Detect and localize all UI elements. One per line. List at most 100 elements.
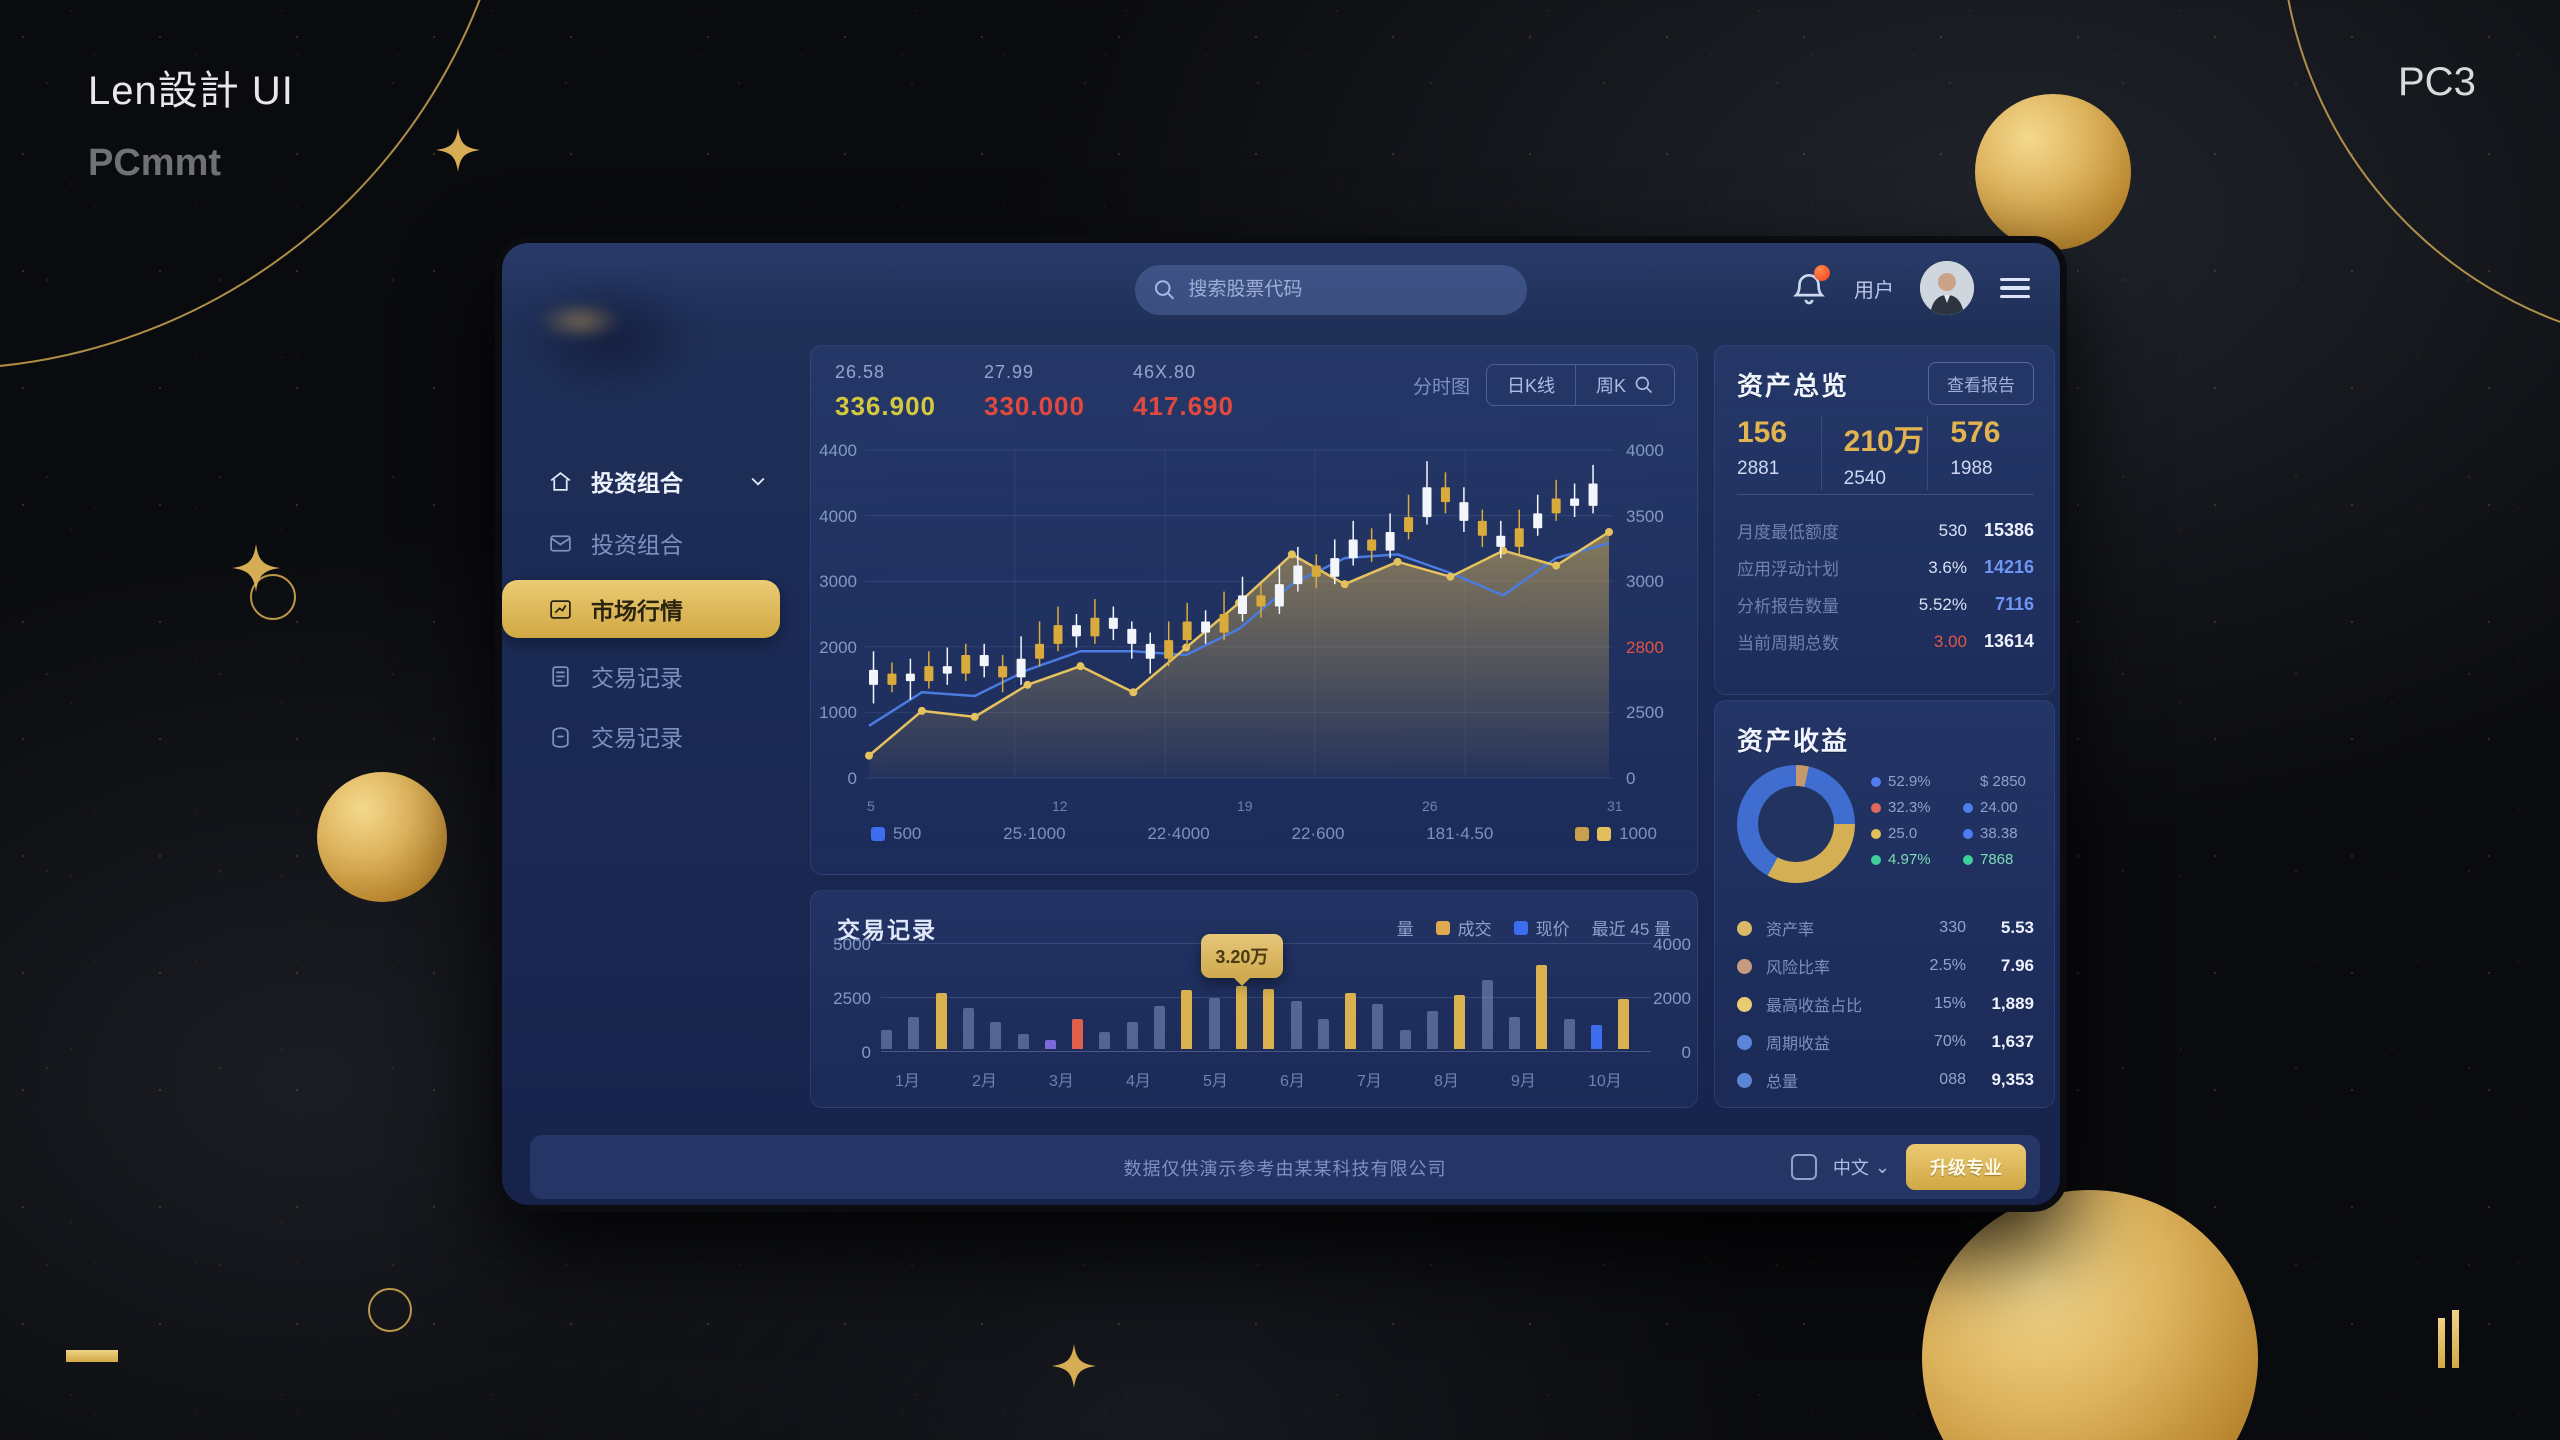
y-tick: 2000 (819, 637, 857, 657)
bar[interactable] (990, 1022, 1002, 1049)
row-mid-value: 15% (1933, 995, 1966, 1012)
bar[interactable] (1427, 1011, 1438, 1049)
y-tick: 3000 (819, 572, 857, 592)
bar[interactable] (1235, 986, 1247, 1049)
search-bar[interactable] (1135, 265, 1527, 315)
row-mid-value: 088 (1939, 1071, 1966, 1088)
gridline (881, 1051, 1651, 1052)
notification-bell-icon[interactable] (1790, 265, 1830, 307)
sidebar-item-3[interactable]: 市场行情 (502, 580, 780, 638)
bar[interactable] (1072, 1018, 1084, 1049)
decor-tick-right-1 (2438, 1318, 2445, 1368)
sidebar-item-label: 投资组合 (591, 470, 683, 496)
row-right-value: 15386 (1983, 520, 2034, 540)
list-item: 周期收益 70% 1,637 (1737, 1023, 2034, 1061)
bar[interactable] (908, 1016, 920, 1049)
bar[interactable] (1181, 989, 1193, 1049)
daily-k-button[interactable]: 日K线 (1506, 376, 1555, 396)
row-dot (1737, 1034, 1752, 1050)
market-stat: 27.99 330.000 (983, 362, 1085, 421)
row-mid-value: 70% (1933, 1033, 1966, 1050)
row-label: 当前周期总数 (1737, 634, 1839, 653)
income-donut-chart[interactable] (1737, 765, 1855, 883)
list-item: 总量 088 9,353 (1737, 1061, 2034, 1099)
bar[interactable] (962, 1007, 974, 1049)
gold-sphere-top-right (1975, 94, 2131, 250)
row-label: 最高收益占比 (1766, 998, 1863, 1015)
bar[interactable] (1372, 1003, 1384, 1049)
row-label: 周期收益 (1766, 1036, 1831, 1053)
bar[interactable] (1154, 1005, 1165, 1049)
legend-item: 4.97% (1871, 851, 1957, 868)
legend-prefix: 量 (1396, 920, 1414, 939)
gold-sphere-left (317, 772, 447, 902)
chevron-down-icon (751, 477, 765, 486)
search-input[interactable] (1188, 279, 1509, 301)
sidebar-item-4[interactable]: 交易记录 (502, 653, 802, 699)
volume-bars[interactable] (881, 943, 1651, 1049)
gold-sphere-bottom-right (1922, 1190, 2258, 1440)
y-tick: 2800 (1626, 637, 1664, 657)
bar[interactable] (1399, 1029, 1411, 1049)
bar[interactable] (1044, 1040, 1056, 1049)
row-dot (1737, 920, 1752, 936)
income-rows: 资产率 330 5.53 风险比率 2.5% 7.96 最高收益占比 15% 1,889 周期收益… (1737, 909, 2034, 1099)
bar[interactable] (1099, 1031, 1111, 1049)
weekly-k-button[interactable]: 周K (1574, 365, 1674, 405)
row-dot (1737, 1072, 1752, 1088)
bar[interactable] (1317, 1018, 1329, 1049)
candlestick-chart[interactable] (863, 442, 1618, 787)
archive-icon (552, 726, 569, 748)
brand-subtitle: PCmmt (88, 142, 222, 184)
x-label: 4月 (1126, 1073, 1151, 1090)
bar[interactable] (1263, 988, 1275, 1049)
bar[interactable] (1618, 999, 1630, 1049)
bar[interactable] (1590, 1025, 1602, 1049)
sidebar-item-2[interactable]: 投资组合 (502, 520, 802, 566)
bar[interactable] (1017, 1033, 1029, 1049)
table-row: 应用浮动计划 3.6% 14216 (1737, 549, 2034, 586)
menu-icon[interactable] (2000, 273, 2030, 304)
list-item: 风险比率 2.5% 7.96 (1737, 947, 2034, 985)
bar[interactable] (1345, 992, 1357, 1049)
username-label[interactable]: 用户 (1854, 279, 1894, 302)
upgrade-button[interactable]: 升级专业 (1906, 1144, 2026, 1190)
sparkle-bottom-center (1052, 1344, 1096, 1388)
bar[interactable] (1290, 1001, 1302, 1049)
bar[interactable] (1508, 1016, 1520, 1049)
language-selector[interactable]: 中文 ⌄ (1832, 1156, 1890, 1179)
bar[interactable] (881, 1029, 892, 1049)
sidebar-item-1[interactable]: 投资组合 (502, 458, 802, 504)
bar[interactable] (1481, 979, 1493, 1049)
list-item: 资产率 330 5.53 (1737, 909, 2034, 947)
bar[interactable] (1563, 1018, 1575, 1049)
user-avatar[interactable] (1920, 261, 1974, 315)
dashboard-footer: 数据仅供演示参考由某某科技有限公司 中文 ⌄ 升级专业 (530, 1135, 2040, 1199)
bar[interactable] (935, 992, 947, 1049)
bar[interactable] (1454, 995, 1466, 1049)
x-label: 1月 (895, 1073, 920, 1090)
x-label: 7月 (1357, 1073, 1382, 1090)
x-label: 2月 (972, 1073, 997, 1090)
assets-stats: 156 2881 210万 2540 576 1988 (1737, 416, 2034, 490)
divider (1737, 494, 2034, 495)
assets-rows: 月度最低额度 530 15386 应用浮动计划 3.6% 14216 分析报告数量 5.52%… (1737, 512, 2034, 660)
x-label: 10月 (1588, 1073, 1622, 1090)
row-mid-value: 2.5% (1929, 957, 1966, 974)
volume-panel: 交易记录 量 成交 现价 最近 45 量 5000 2500 0 4000 2000 0 … (810, 890, 1698, 1108)
bar[interactable] (1208, 998, 1220, 1049)
sidebar-item-5[interactable]: 交易记录 (502, 713, 802, 759)
decor-bar-bottom-left (66, 1350, 118, 1362)
y-tick: 0 (1681, 1043, 1691, 1062)
globe-icon[interactable] (1790, 1154, 1817, 1180)
view-report-button[interactable]: 查看报告 (1928, 362, 2034, 405)
market-stat: 46X.80 417.690 (1132, 362, 1234, 421)
x-label: 8月 (1434, 1073, 1459, 1090)
bar[interactable] (1536, 964, 1548, 1049)
y-tick: 3500 (1626, 506, 1664, 526)
y-tick: 4000 (1653, 935, 1691, 954)
sidebar-item-label: 市场行情 (591, 598, 683, 624)
bar[interactable] (1126, 1022, 1138, 1049)
y-tick: 4000 (1626, 441, 1664, 460)
